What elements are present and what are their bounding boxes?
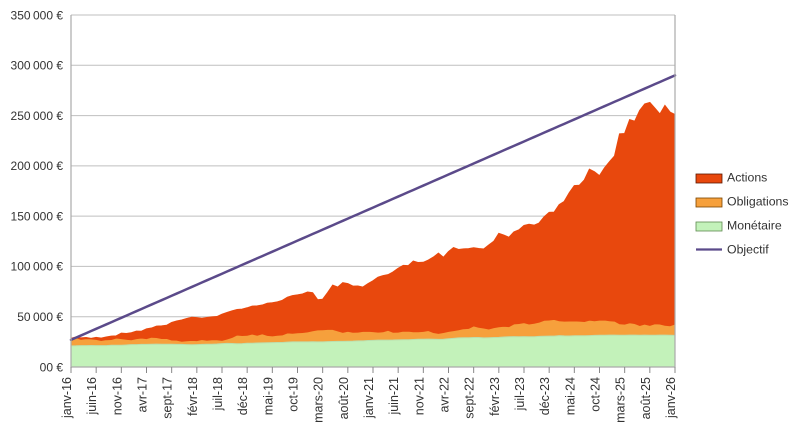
- svg-text:sept-17: sept-17: [161, 377, 175, 419]
- svg-text:janv-26: janv-26: [664, 377, 678, 419]
- svg-text:mars-25: mars-25: [614, 377, 628, 423]
- svg-text:févr-23: févr-23: [488, 377, 502, 416]
- svg-text:nov-21: nov-21: [412, 377, 426, 415]
- svg-text:00 €: 00 €: [40, 360, 64, 374]
- svg-text:déc-23: déc-23: [538, 377, 552, 415]
- svg-text:juin-21: juin-21: [387, 377, 401, 416]
- svg-text:sept-22: sept-22: [463, 377, 477, 419]
- svg-text:Objectif: Objectif: [727, 243, 769, 257]
- svg-text:févr-18: févr-18: [186, 377, 200, 416]
- svg-text:oct-19: oct-19: [287, 377, 301, 412]
- svg-text:août-25: août-25: [639, 377, 653, 419]
- svg-text:350 000 €: 350 000 €: [11, 8, 64, 22]
- svg-text:100 000 €: 100 000 €: [11, 260, 64, 274]
- svg-text:avr-22: avr-22: [438, 377, 452, 412]
- svg-text:août-20: août-20: [337, 377, 351, 419]
- svg-text:juin-16: juin-16: [85, 377, 99, 416]
- svg-text:Actions: Actions: [727, 171, 767, 185]
- svg-text:mai-24: mai-24: [563, 377, 577, 415]
- svg-text:150 000 €: 150 000 €: [11, 209, 64, 223]
- svg-text:300 000 €: 300 000 €: [11, 59, 64, 73]
- svg-text:avr-17: avr-17: [136, 377, 150, 412]
- svg-text:nov-16: nov-16: [110, 377, 124, 415]
- svg-text:juil-18: juil-18: [211, 377, 225, 411]
- svg-text:Monétaire: Monétaire: [727, 219, 782, 233]
- svg-text:janv-16: janv-16: [60, 377, 74, 419]
- svg-text:janv-21: janv-21: [362, 377, 376, 419]
- svg-text:250 000 €: 250 000 €: [11, 109, 64, 123]
- svg-text:déc-18: déc-18: [236, 377, 250, 415]
- svg-text:mars-20: mars-20: [312, 377, 326, 423]
- svg-text:oct-24: oct-24: [589, 377, 603, 412]
- svg-text:50 000 €: 50 000 €: [17, 310, 63, 324]
- svg-text:Obligations: Obligations: [727, 195, 789, 209]
- svg-text:juil-23: juil-23: [513, 377, 527, 411]
- svg-text:mai-19: mai-19: [261, 377, 275, 415]
- svg-text:200 000 €: 200 000 €: [11, 159, 64, 173]
